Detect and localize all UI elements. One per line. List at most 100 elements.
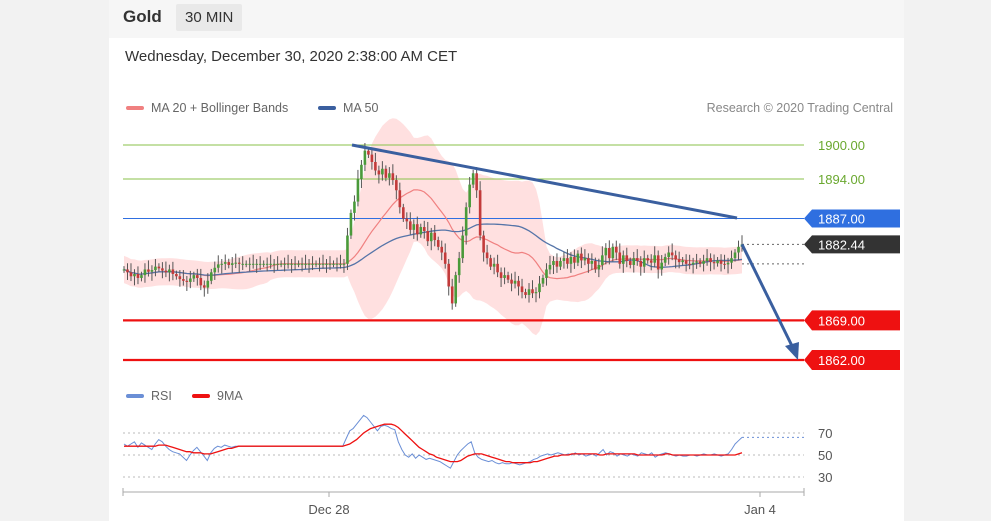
candle-body xyxy=(182,279,185,281)
candle-body xyxy=(656,255,660,270)
candle-body xyxy=(723,263,726,265)
legend-rsi-swatch xyxy=(126,394,144,398)
legend-9ma-label: 9MA xyxy=(217,389,243,403)
candle-body xyxy=(133,274,136,277)
candle-body xyxy=(433,232,437,241)
candle-body xyxy=(171,269,175,274)
legend-ma50-label: MA 50 xyxy=(343,101,379,115)
candle-body xyxy=(279,263,283,265)
candle-body xyxy=(276,263,279,265)
legend-rsi: RSI xyxy=(126,389,172,403)
candle-body xyxy=(409,221,412,230)
level-tag-1862.00 xyxy=(804,350,900,370)
candle-body xyxy=(360,164,363,179)
projection-arrow-shaft xyxy=(740,243,796,351)
candle-body xyxy=(251,263,255,265)
candle-body xyxy=(335,263,339,265)
candle-body xyxy=(349,212,353,236)
candle-body xyxy=(161,268,164,271)
candle-body xyxy=(332,263,335,265)
candle-body xyxy=(548,264,552,270)
candle-body xyxy=(342,263,346,265)
candle-body xyxy=(628,260,632,265)
candle-body xyxy=(388,173,391,178)
candle-body xyxy=(412,224,416,230)
candle-body xyxy=(684,260,688,264)
trend-line xyxy=(351,143,738,220)
candle-body xyxy=(457,258,461,276)
candle-body xyxy=(541,277,545,284)
candle-body xyxy=(527,289,531,295)
candle-body xyxy=(733,252,737,259)
candle-body xyxy=(395,180,398,191)
candle-body xyxy=(140,275,143,278)
candle-body xyxy=(443,252,447,264)
candle-body xyxy=(447,263,451,287)
candle-body xyxy=(660,262,663,270)
research-credit: Research © 2020 Trading Central xyxy=(706,101,893,115)
candle-body xyxy=(590,260,594,264)
candle-body xyxy=(615,246,618,253)
candle-body xyxy=(670,252,674,256)
candle-body xyxy=(632,258,636,265)
candle-body xyxy=(545,269,548,278)
candle-body xyxy=(290,263,293,265)
candle-body xyxy=(705,258,709,261)
candle-body xyxy=(402,207,405,219)
candle-body xyxy=(178,276,182,280)
candle-body xyxy=(524,292,527,295)
candle-body xyxy=(426,231,430,242)
candle-body xyxy=(227,262,231,265)
legend-rsi-label: RSI xyxy=(151,389,172,403)
x-tick-label-0: Dec 28 xyxy=(308,502,349,517)
level-label-1894.00: 1894.00 xyxy=(818,172,865,187)
candle-body xyxy=(719,260,723,264)
candle-body xyxy=(663,257,667,263)
candle-body xyxy=(653,255,657,263)
candle-body xyxy=(461,235,464,259)
candle-body xyxy=(363,150,367,165)
candle-body xyxy=(377,170,381,175)
ma50-line xyxy=(123,223,743,276)
candle-body xyxy=(272,263,276,265)
candle-body xyxy=(168,269,171,273)
candle-body xyxy=(712,262,716,264)
candle-body xyxy=(580,253,583,261)
timeframe-badge[interactable]: 30 MIN xyxy=(176,4,243,31)
candle-body xyxy=(258,263,262,265)
candle-body xyxy=(450,286,454,304)
candle-body xyxy=(709,258,712,263)
candle-body xyxy=(674,255,677,260)
candle-body xyxy=(611,246,615,259)
projection-arrow-head xyxy=(785,342,799,360)
legend-ma20-swatch xyxy=(126,106,144,110)
candle-body xyxy=(353,201,356,213)
candle-body xyxy=(737,246,740,253)
candle-body xyxy=(318,263,321,265)
candle-body xyxy=(520,286,524,293)
candle-body xyxy=(234,262,238,264)
legend-ma50-swatch xyxy=(318,106,336,110)
candle-body xyxy=(429,232,433,242)
rsi-ma9-line xyxy=(124,423,743,464)
legend-9ma-swatch xyxy=(192,394,210,398)
candle-body xyxy=(471,173,475,185)
candle-body xyxy=(419,227,423,235)
candle-body xyxy=(356,178,360,202)
candle-body xyxy=(384,168,388,178)
candle-body xyxy=(175,274,178,277)
candle-body xyxy=(677,259,681,263)
candle-body xyxy=(440,246,444,253)
rsi-tick-50: 50 xyxy=(818,448,832,463)
candle-body xyxy=(482,235,485,253)
candle-body xyxy=(478,190,482,236)
candle-body xyxy=(517,280,520,287)
candle-body xyxy=(157,266,161,269)
candle-body xyxy=(566,258,569,264)
candle-body xyxy=(328,263,332,265)
candle-body xyxy=(422,227,426,231)
candle-body xyxy=(248,263,251,265)
candle-body xyxy=(621,255,625,264)
candle-body xyxy=(367,150,370,155)
candle-body xyxy=(576,253,580,263)
